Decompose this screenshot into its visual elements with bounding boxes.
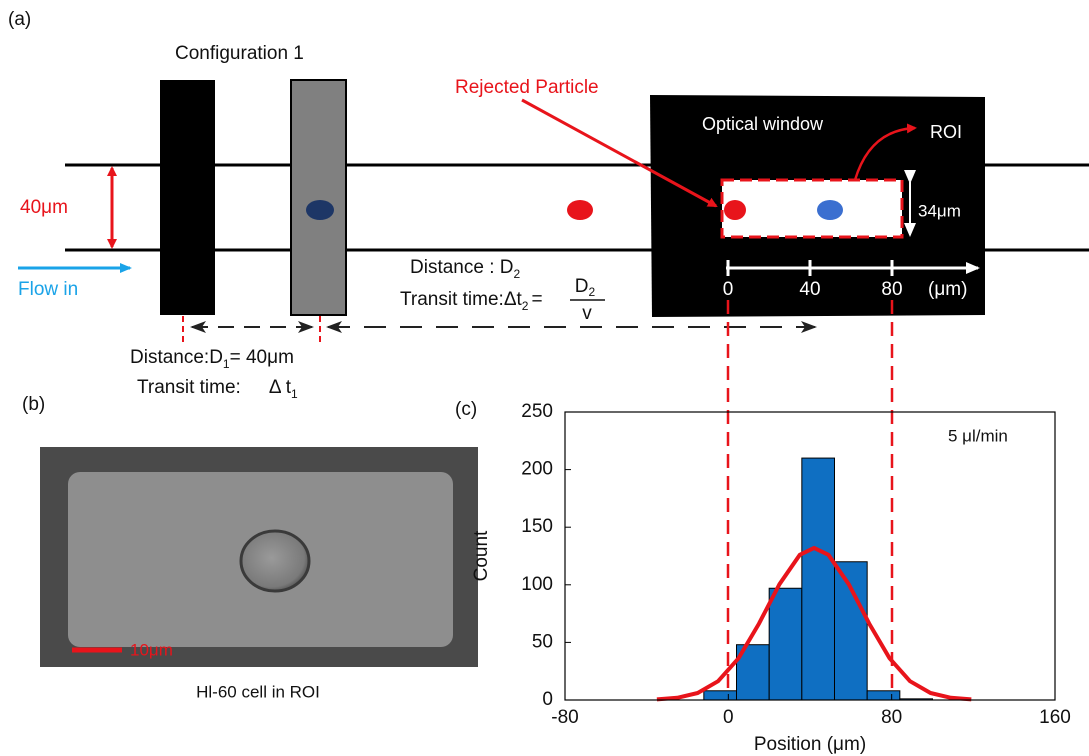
panel-label: (c) [455, 399, 477, 420]
roi-height-label: 34μm [918, 201, 961, 220]
transit2-text: Transit time:Δt [400, 289, 523, 310]
configuration-label: Configuration 1 [175, 43, 304, 64]
transit1-text: Transit time: [137, 377, 241, 398]
distance1-label: Distance:D1= 40μm [130, 347, 294, 371]
bar [867, 691, 900, 700]
annotation: 5 μl/min [948, 426, 1008, 445]
transit2-num-text: D [575, 276, 589, 297]
rejected-label: Rejected Particle [455, 77, 599, 98]
distance1-rest: = 40μm [230, 347, 294, 368]
figure: (a) Configuration 1 Optical window ROI 3… [0, 0, 1089, 756]
y-tick-label: 50 [532, 631, 553, 652]
scale-label: 40 [799, 279, 820, 300]
transit2-label: Transit time:Δt2= [400, 289, 543, 313]
distance2-sub: 2 [513, 267, 520, 281]
transit2-num-sub: 2 [589, 285, 596, 299]
x-tick-label: 160 [1039, 707, 1071, 728]
flow-label: Flow in [18, 279, 78, 300]
bar [769, 588, 802, 700]
distance2-label: Distance : D2 [410, 257, 520, 281]
bar [835, 562, 868, 700]
scale-label: 80 [881, 279, 902, 300]
transit1-label: Transit time: Δ t1 [137, 377, 298, 401]
transit1-sub: 1 [291, 387, 298, 401]
x-axis-label: Position (μm) [754, 734, 866, 755]
channel-width-label: 40μm [20, 197, 68, 218]
scale-bar-label: 10μm [130, 640, 173, 659]
panel-c: (c) 5 μl/min Position (μm) Count 0 50 100 1… [455, 399, 1071, 755]
panel-b: (b) 10μm Hl-60 cell in ROI [22, 394, 478, 701]
panel-label: (b) [22, 394, 45, 415]
distance1-text: Distance:D [130, 347, 223, 368]
particle-dot [724, 200, 746, 220]
transit2-eq: = [531, 289, 542, 310]
roi-box [722, 180, 902, 237]
bar [704, 691, 737, 700]
transit1-delta: Δ t [269, 377, 292, 398]
x-tick-label: 0 [723, 707, 734, 728]
detector-block [160, 80, 215, 315]
caption: Hl-60 cell in ROI [196, 682, 320, 701]
optical-window-label: Optical window [702, 114, 824, 134]
bar [802, 458, 835, 700]
roi-label: ROI [930, 122, 962, 142]
transit2-den: v [582, 303, 592, 324]
y-tick-label: 200 [521, 459, 553, 480]
transit2-sub: 2 [522, 299, 529, 313]
x-tick-label: 80 [881, 707, 902, 728]
scale-unit: (μm) [928, 279, 967, 300]
transit2-num: D2 [575, 276, 596, 299]
y-tick-label: 100 [521, 574, 553, 595]
distance2-text: Distance : D [410, 257, 513, 278]
cell-dot [306, 200, 334, 220]
detector-block [291, 80, 346, 315]
y-tick-label: 150 [521, 516, 553, 537]
scale-label: 0 [723, 279, 734, 300]
cell-dot [817, 200, 843, 220]
particle-dot [567, 200, 593, 220]
panel-label: (a) [8, 9, 31, 30]
x-tick-label: -80 [551, 707, 578, 728]
y-tick-label: 250 [521, 401, 553, 422]
cell [241, 531, 309, 591]
page: {"panel_a": {"label": "(a)", "configurat… [0, 0, 1089, 756]
y-axis-label: Count [471, 530, 492, 581]
